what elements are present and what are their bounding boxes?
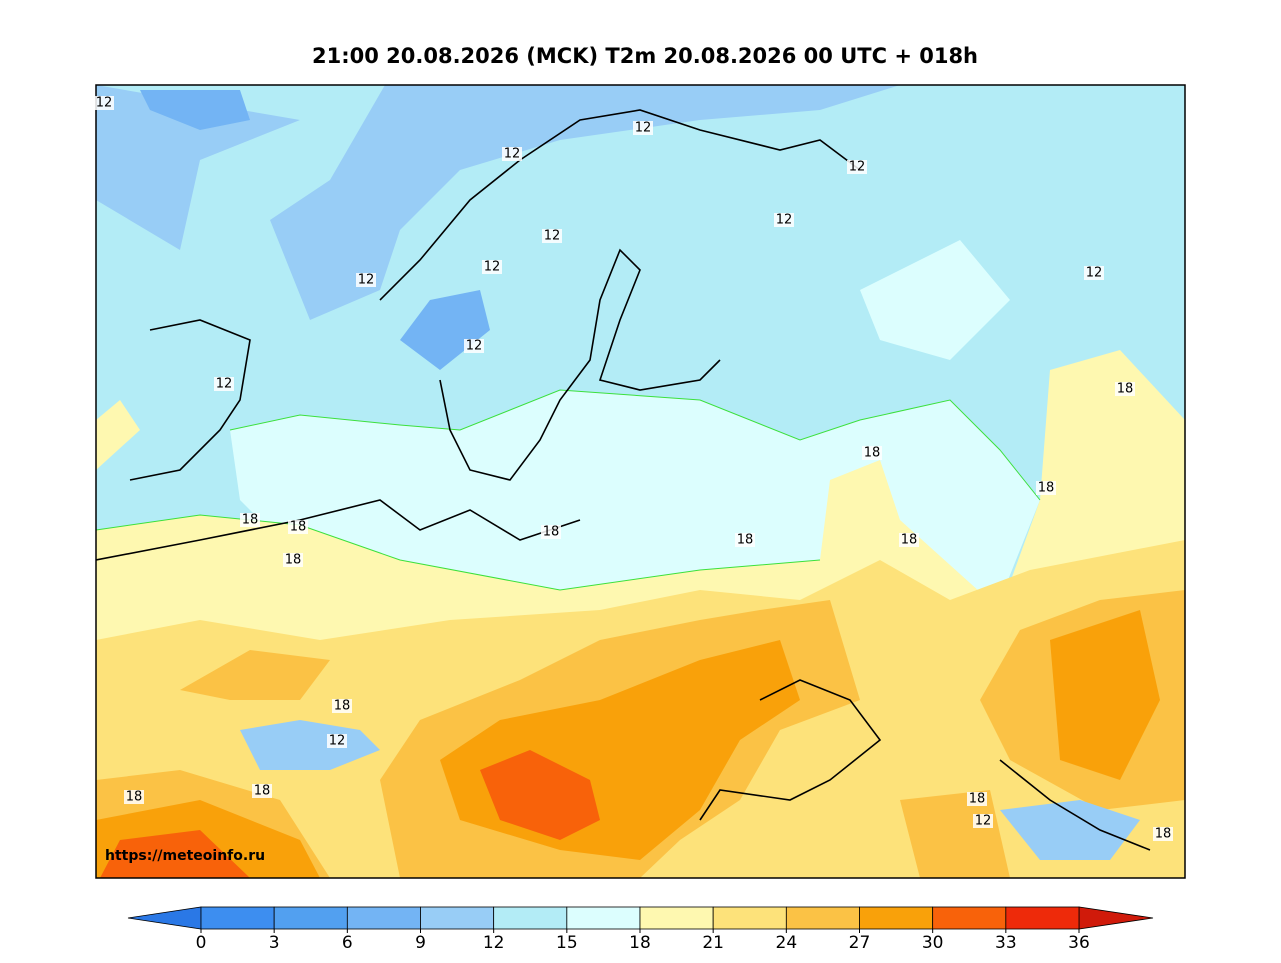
contour-label-bg xyxy=(94,96,114,110)
contour-label: 18 xyxy=(254,784,271,799)
contour-label-bg xyxy=(1115,382,1135,396)
contour-label: 18 xyxy=(290,520,307,535)
contour-label: 12 xyxy=(504,147,521,162)
contour-label: 12 xyxy=(1086,266,1103,281)
band-6-9 xyxy=(140,90,490,370)
contour-label-bg xyxy=(633,121,653,135)
contour-label: 18 xyxy=(901,533,918,548)
contour-label: 18 xyxy=(864,446,881,461)
contour-label: 18 xyxy=(1117,382,1134,397)
contour-label-bg xyxy=(542,229,562,243)
contour-label-bg xyxy=(541,525,561,539)
colorbar-tick-label: 24 xyxy=(776,933,798,953)
contour-label: 18 xyxy=(543,525,560,540)
contour-label-bg xyxy=(240,513,260,527)
colorbar-bin xyxy=(493,906,568,930)
colorbar-bin xyxy=(346,906,421,930)
map xyxy=(96,85,1185,878)
colorbar-tick-label: 36 xyxy=(1068,933,1090,953)
contour-label: 12 xyxy=(358,273,375,288)
contour-label-bg xyxy=(327,734,347,748)
contour-label: 18 xyxy=(126,790,143,805)
contour-label: 12 xyxy=(635,121,652,136)
contour-label-bg xyxy=(356,273,376,287)
map-frame xyxy=(95,84,1186,879)
colorbar-bin xyxy=(712,906,787,930)
contour-label-bg xyxy=(482,260,502,274)
colorbar-bin xyxy=(932,906,1007,930)
contour-label-bg xyxy=(967,792,987,806)
contour-label-bg xyxy=(1153,827,1173,841)
colorbar-bin xyxy=(200,906,275,930)
contour-label: 12 xyxy=(975,814,992,829)
colorbar-bin xyxy=(785,906,860,930)
contour-label: 18 xyxy=(1155,827,1172,842)
contour-label: 12 xyxy=(849,160,866,175)
contour-label: 12 xyxy=(96,96,113,111)
contour-label-bg xyxy=(847,160,867,174)
contour-label: 18 xyxy=(285,553,302,568)
contour-label: 18 xyxy=(737,533,754,548)
colorbar-bin xyxy=(859,906,934,930)
band-9-12 xyxy=(96,85,900,320)
colorbar-tick-label: 33 xyxy=(995,933,1017,953)
contour-label-bg xyxy=(1084,266,1104,280)
isotherm xyxy=(96,514,821,591)
colorbar-tick-label: 21 xyxy=(702,933,724,953)
coastline xyxy=(96,109,1151,851)
contour-label-bg xyxy=(124,790,144,804)
contour-label: 18 xyxy=(1038,481,1055,496)
colorbar-tick-label: 0 xyxy=(196,933,207,953)
contour-label: 12 xyxy=(216,377,233,392)
contour-label-bg xyxy=(252,784,272,798)
contour-label-bg xyxy=(735,533,755,547)
contour-label: 18 xyxy=(969,792,986,807)
contour-label: 12 xyxy=(544,229,561,244)
contour-label-bg xyxy=(283,553,303,567)
contour-label: 18 xyxy=(242,513,259,528)
colorbar-tick-label: 6 xyxy=(342,933,353,953)
colorbar-tick-label: 30 xyxy=(922,933,944,953)
colorbar-over xyxy=(1078,906,1154,930)
contour-label-bg xyxy=(1036,481,1056,495)
contour-label: 12 xyxy=(466,339,483,354)
contour-label-bg xyxy=(464,339,484,353)
colorbar-tick-label: 12 xyxy=(483,933,505,953)
colorbar-tick-label: 18 xyxy=(629,933,651,953)
contour-label-bg xyxy=(502,147,522,161)
colorbar-bin xyxy=(1005,906,1080,930)
colorbar-bin xyxy=(639,906,714,930)
colorbar-bin xyxy=(566,906,641,930)
contour-label: 12 xyxy=(484,260,501,275)
contour-label-bg xyxy=(774,213,794,227)
contour-label-bg xyxy=(288,520,308,534)
colorbar-tick-label: 3 xyxy=(269,933,280,953)
band-27-30 xyxy=(96,610,1160,878)
colorbar-bin xyxy=(420,906,495,930)
colorbar-bin xyxy=(273,906,348,930)
contour-label-bg xyxy=(899,533,919,547)
contour-label-bg xyxy=(973,814,993,828)
map-title: 21:00 20.08.2026 (MCK) T2m 20.08.2026 00… xyxy=(312,44,978,68)
contour-label-bg xyxy=(862,446,882,460)
contour-label: 18 xyxy=(334,699,351,714)
contour-label-bg xyxy=(332,699,352,713)
contour-label-bg xyxy=(214,377,234,391)
colorbar-under xyxy=(127,906,202,930)
source-url[interactable]: https://meteoinfo.ru xyxy=(105,848,265,864)
colorbar-tick-label: 15 xyxy=(556,933,578,953)
contour-label: 12 xyxy=(329,734,346,749)
band-30-33 xyxy=(100,750,600,878)
colorbar-tick-label: 27 xyxy=(849,933,871,953)
isotherm xyxy=(229,389,1041,501)
contour-label: 12 xyxy=(776,213,793,228)
colorbar-tick-label: 9 xyxy=(415,933,426,953)
